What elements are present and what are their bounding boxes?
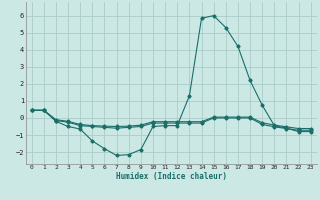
X-axis label: Humidex (Indice chaleur): Humidex (Indice chaleur): [116, 172, 227, 181]
